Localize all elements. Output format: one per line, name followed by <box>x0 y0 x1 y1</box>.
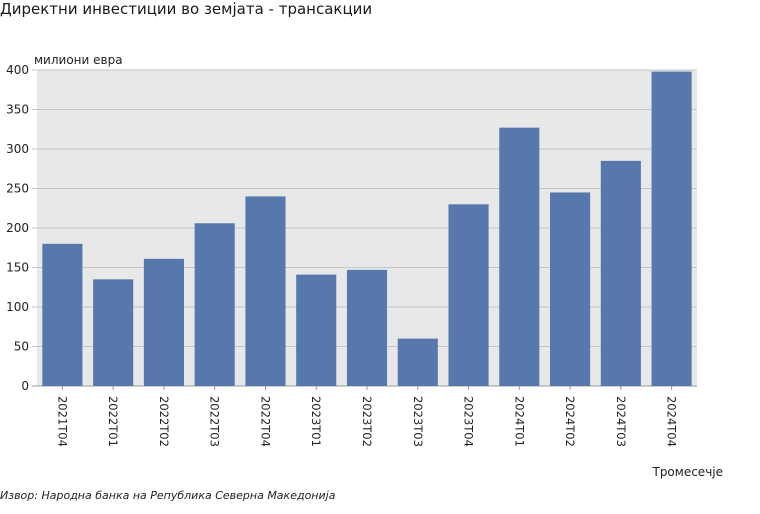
bar-2024Т01 <box>499 127 540 387</box>
x-tick-label: 2021Т04 <box>55 396 69 447</box>
x-tick-label: 2022Т02 <box>157 396 171 447</box>
bar-2022Т04 <box>245 196 286 386</box>
y-tick-label: 250 <box>6 182 29 196</box>
x-axis-ticks: 2021Т04 2022Т01 2022Т02 2022Т03 2022Т04 2023Т… <box>55 386 679 447</box>
x-tick-label: 2024Т02 <box>563 396 577 447</box>
x-tick-label: 2022Т01 <box>106 396 120 447</box>
y-tick-label: 100 <box>6 300 29 314</box>
bar-2024Т03 <box>600 160 641 386</box>
bar-2022Т03 <box>194 223 235 386</box>
y-tick-label: 300 <box>6 142 29 156</box>
bar-2021Т04 <box>42 243 83 386</box>
bar-2023Т01 <box>296 274 337 386</box>
y-axis-label: милиони евра <box>34 53 123 67</box>
x-tick-label: 2024Т04 <box>665 396 679 447</box>
x-tick-label: 2023Т01 <box>309 396 323 447</box>
y-tick-label: 200 <box>6 221 29 235</box>
y-tick-label: 350 <box>6 103 29 117</box>
x-tick-label: 2023Т03 <box>411 396 425 447</box>
bar-2022Т02 <box>143 258 184 386</box>
y-tick-label: 150 <box>6 261 29 275</box>
y-tick-label: 400 <box>6 63 29 77</box>
bar-2024Т02 <box>550 192 591 386</box>
bar-2023Т02 <box>346 269 388 386</box>
x-tick-label: 2022Т03 <box>208 396 222 447</box>
x-tick-label: 2024Т03 <box>614 396 628 447</box>
y-tick-label: 0 <box>21 379 29 393</box>
bar-2024Т04 <box>651 71 692 386</box>
x-tick-label: 2023Т02 <box>360 396 374 447</box>
x-axis-label: Тромесечје <box>651 465 723 479</box>
y-axis-ticks: 0 50 100 150 200 250 300 350 400 <box>6 63 29 393</box>
y-tick-label: 50 <box>14 340 29 354</box>
bars <box>42 71 692 387</box>
x-tick-label: 2023Т04 <box>462 396 476 447</box>
bar-2023Т04 <box>448 204 489 386</box>
bar-2023Т03 <box>397 338 438 386</box>
source-note: Извор: Народна банка на Република Северн… <box>0 489 336 502</box>
x-tick-label: 2022Т04 <box>258 396 272 447</box>
bar-2022Т01 <box>93 279 134 386</box>
chart-title: Директни инвестиции во земјата - трансак… <box>0 0 373 18</box>
x-tick-label: 2024Т01 <box>512 396 526 447</box>
